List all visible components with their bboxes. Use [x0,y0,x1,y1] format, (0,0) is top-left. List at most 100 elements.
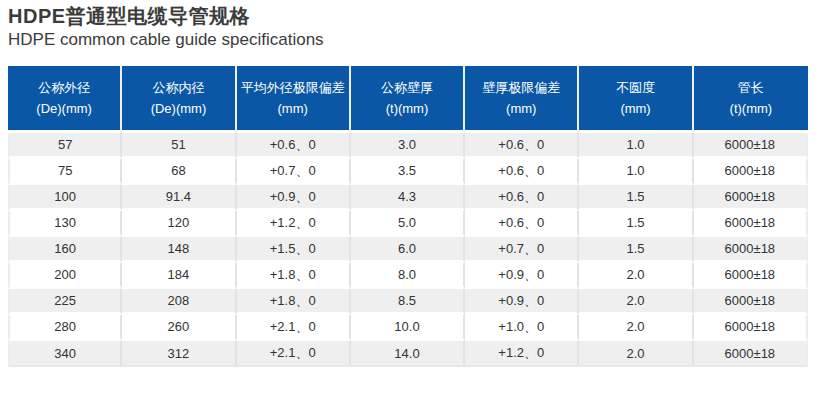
table-cell: 280 [8,315,122,341]
column-header-line: (t)(mm) [694,98,808,119]
table-cell: +1.8、0 [237,263,351,289]
table-cell: 3.0 [351,133,465,159]
table-cell: 225 [8,289,122,315]
table-cell: 10.0 [351,315,465,341]
column-header-line: (mm) [465,98,577,119]
table-cell: +0.6、0 [465,185,579,211]
column-header-line: (De)(mm) [122,98,234,119]
column-header: 壁厚极限偏差(mm) [465,66,579,133]
column-header-line: (De)(mm) [8,98,120,119]
table-cell: 3.5 [351,159,465,185]
table-cell: 184 [122,263,236,289]
table-head: 公称外径(De)(mm)公称内径(De)(mm)平均外径极限偏差(mm)公称壁厚… [8,66,808,133]
table-cell: 1.0 [579,159,693,185]
table-cell: 260 [122,315,236,341]
column-header-line: 不圆度 [579,77,691,98]
table-cell: 100 [8,185,122,211]
column-header: 公称外径(De)(mm) [8,66,122,133]
table-cell: +0.9、0 [465,289,579,315]
table-cell: 130 [8,211,122,237]
table-cell: 91.4 [122,185,236,211]
table-body: 5751+0.6、03.0+0.6、01.06000±187568+0.7、03… [8,133,808,367]
table-cell: 312 [122,341,236,367]
table-cell: 6000±18 [694,185,808,211]
table-cell: 6000±18 [694,289,808,315]
column-header: 公称内径(De)(mm) [122,66,236,133]
table-cell: 68 [122,159,236,185]
table-cell: 340 [8,341,122,367]
table-cell: 160 [8,237,122,263]
table-cell: +0.6、0 [465,211,579,237]
table-cell: 57 [8,133,122,159]
table-cell: 5.0 [351,211,465,237]
table-row: 225208+1.8、08.5+0.9、02.06000±18 [8,289,808,315]
table-cell: 6000±18 [694,263,808,289]
title-block: HDPE普通型电缆导管规格 HDPE common cable guide sp… [0,0,819,51]
column-header: 不圆度(mm) [579,66,693,133]
table-cell: 6000±18 [694,341,808,367]
table-cell: 1.0 [579,133,693,159]
table-cell: 6000±18 [694,315,808,341]
column-header-line: (mm) [237,98,349,119]
table-row: 340312+2.1、014.0+1.2、02.06000±18 [8,341,808,367]
table-cell: 75 [8,159,122,185]
table-cell: 8.0 [351,263,465,289]
table-cell: 2.0 [579,341,693,367]
table-cell: +0.6、0 [237,133,351,159]
table-cell: 148 [122,237,236,263]
column-header: 平均外径极限偏差(mm) [237,66,351,133]
column-header-line: (t)(mm) [351,98,463,119]
table-cell: 14.0 [351,341,465,367]
table-cell: +0.6、0 [465,133,579,159]
table-cell: +2.1、0 [237,341,351,367]
header-row: 公称外径(De)(mm)公称内径(De)(mm)平均外径极限偏差(mm)公称壁厚… [8,66,808,133]
table-cell: 200 [8,263,122,289]
table-cell: +1.5、0 [237,237,351,263]
column-header-line: 平均外径极限偏差 [237,77,349,98]
table-row: 5751+0.6、03.0+0.6、01.06000±18 [8,133,808,159]
table-cell: 6000±18 [694,159,808,185]
table-cell: +1.2、0 [465,341,579,367]
column-header-line: 公称内径 [122,77,234,98]
table-cell: 1.5 [579,185,693,211]
table-cell: +0.9、0 [465,263,579,289]
table-row: 10091.4+0.9、04.3+0.6、01.56000±18 [8,185,808,211]
table-row: 160148+1.5、06.0+0.7、01.56000±18 [8,237,808,263]
column-header-line: 公称外径 [8,77,120,98]
table-cell: 6000±18 [694,211,808,237]
table-cell: +0.6、0 [465,159,579,185]
table-cell: +1.2、0 [237,211,351,237]
table-cell: 2.0 [579,263,693,289]
table-cell: +0.9、0 [237,185,351,211]
table-cell: 1.5 [579,237,693,263]
column-header-line: 公称壁厚 [351,77,463,98]
column-header: 管长(t)(mm) [694,66,808,133]
page-subtitle: HDPE common cable guide specifications [8,29,819,51]
table-cell: 1.5 [579,211,693,237]
table-cell: 6000±18 [694,133,808,159]
column-header-line: 管长 [694,77,808,98]
table-cell: 120 [122,211,236,237]
table-cell: 8.5 [351,289,465,315]
table-cell: 208 [122,289,236,315]
column-header: 公称壁厚(t)(mm) [351,66,465,133]
table-row: 200184+1.8、08.0+0.9、02.06000±18 [8,263,808,289]
table-row: 280260+2.1、010.0+1.0、02.06000±18 [8,315,808,341]
table-cell: +0.7、0 [465,237,579,263]
table-cell: 4.3 [351,185,465,211]
table-cell: +2.1、0 [237,315,351,341]
table-row: 7568+0.7、03.5+0.6、01.06000±18 [8,159,808,185]
spec-table: 公称外径(De)(mm)公称内径(De)(mm)平均外径极限偏差(mm)公称壁厚… [8,66,808,367]
table-cell: +0.7、0 [237,159,351,185]
table-cell: 2.0 [579,289,693,315]
page: HDPE普通型电缆导管规格 HDPE common cable guide sp… [0,0,819,401]
table-cell: 6000±18 [694,237,808,263]
column-header-line: (mm) [579,98,691,119]
table-cell: +1.0、0 [465,315,579,341]
table-cell: 6.0 [351,237,465,263]
table-row: 130120+1.2、05.0+0.6、01.56000±18 [8,211,808,237]
table-cell: +1.8、0 [237,289,351,315]
table-cell: 2.0 [579,315,693,341]
column-header-line: 壁厚极限偏差 [465,77,577,98]
table-cell: 51 [122,133,236,159]
